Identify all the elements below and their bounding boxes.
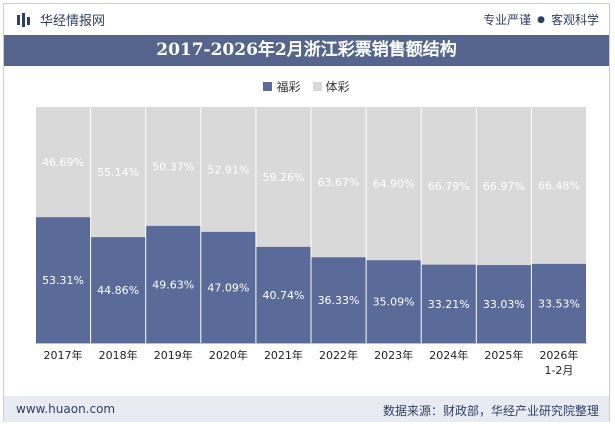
brand: 华经情报网 xyxy=(16,10,105,29)
bar-sports xyxy=(311,107,366,258)
data-label-sports: 66.97% xyxy=(483,180,525,193)
legend-swatch-sports xyxy=(312,82,322,91)
data-label-sports: 63.67% xyxy=(318,176,360,189)
x-tick-label: 2021年 xyxy=(264,348,303,362)
brand-name: 华经情报网 xyxy=(40,14,106,29)
bar-welfare xyxy=(91,237,146,343)
data-label-welfare: 53.31% xyxy=(42,274,84,287)
data-label-sports: 64.90% xyxy=(373,178,415,191)
data-label-welfare: 44.86% xyxy=(97,284,139,297)
bar-sports xyxy=(256,107,311,247)
x-tick-label: 2019年 xyxy=(154,348,193,362)
brand-logo-icon xyxy=(17,12,30,27)
x-tick-label: 2026年 xyxy=(539,348,578,362)
dot-separator-icon: ● xyxy=(537,14,545,25)
bar-sports xyxy=(366,107,421,261)
bar-sports xyxy=(36,107,91,218)
bar-sports xyxy=(91,107,146,238)
legend-label-sports: 体彩 xyxy=(325,80,350,94)
bar-sports xyxy=(421,107,476,265)
x-tick-label: 2020年 xyxy=(209,348,248,362)
legend: 福彩 体彩 xyxy=(4,78,609,95)
bar-welfare xyxy=(311,257,366,343)
bar-sports xyxy=(476,107,531,266)
x-tick-label: 2022年 xyxy=(319,348,358,362)
footer: www.huaon.com 数据来源：财政部，华经产业研究院整理 xyxy=(4,396,609,422)
bar-sports xyxy=(531,107,586,264)
x-tick-label: 2023年 xyxy=(374,348,413,362)
chart-frame: 华经情报网 专业严谨 ● 客观科学 2017-2026年2月浙江彩票销售额结构 … xyxy=(3,3,610,422)
data-label-welfare: 36.33% xyxy=(318,294,360,307)
x-tick-label: 2025年 xyxy=(484,348,523,362)
data-label-sports: 46.69% xyxy=(42,156,84,169)
chart-title: 2017-2026年2月浙江彩票销售额结构 xyxy=(4,35,609,66)
bar-welfare xyxy=(366,260,421,343)
data-label-welfare: 35.09% xyxy=(373,296,415,309)
legend-swatch-welfare xyxy=(263,82,273,91)
data-label-welfare: 33.21% xyxy=(428,298,470,311)
footer-source: 数据来源：财政部，华经产业研究院整理 xyxy=(382,404,599,418)
bar-welfare xyxy=(476,265,531,343)
slogan: 专业严谨 ● 客观科学 xyxy=(483,11,599,28)
bar-welfare xyxy=(421,264,476,343)
bar-welfare xyxy=(256,246,311,343)
data-label-sports: 66.79% xyxy=(428,180,470,193)
data-label-welfare: 47.09% xyxy=(207,281,249,294)
data-label-welfare: 33.53% xyxy=(538,297,580,310)
slogan-right: 客观科学 xyxy=(550,13,599,27)
bar-sports xyxy=(201,107,256,232)
bar-welfare xyxy=(531,263,586,343)
data-label-sports: 59.26% xyxy=(262,171,304,184)
x-tick-label: 1-2月 xyxy=(544,364,573,377)
bar-welfare xyxy=(146,225,201,343)
data-label-sports: 66.48% xyxy=(538,179,580,192)
bar-welfare xyxy=(36,217,91,343)
top-bar: 华经情报网 专业严谨 ● 客观科学 xyxy=(4,4,609,34)
x-tick-label: 2024年 xyxy=(429,348,468,362)
legend-item-sports: 体彩 xyxy=(312,78,350,95)
data-label-sports: 50.37% xyxy=(152,160,194,173)
legend-label-welfare: 福彩 xyxy=(276,80,301,94)
footer-url: www.huaon.com xyxy=(16,402,116,416)
data-label-welfare: 33.03% xyxy=(483,298,525,311)
x-tick-label: 2017年 xyxy=(44,348,83,362)
legend-item-welfare: 福彩 xyxy=(263,78,301,95)
bar-sports xyxy=(146,107,201,226)
bar-welfare xyxy=(201,231,256,343)
data-label-sports: 52.91% xyxy=(207,163,249,176)
data-label-sports: 55.14% xyxy=(97,166,139,179)
data-label-welfare: 49.63% xyxy=(152,278,194,291)
data-label-welfare: 40.74% xyxy=(262,289,304,302)
x-tick-label: 2018年 xyxy=(99,348,138,362)
chart-plot: 46.69% 53.31% 2017年 55.14% 44.86% 2018年 50.37%… xyxy=(36,107,587,377)
slogan-left: 专业严谨 xyxy=(483,13,532,27)
